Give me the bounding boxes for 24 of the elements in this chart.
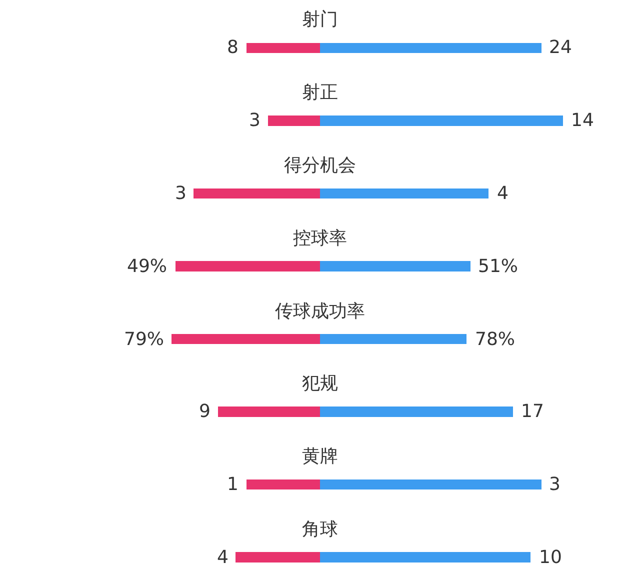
data-label: 8 bbox=[227, 37, 238, 58]
chart-title: 射门 bbox=[302, 9, 338, 30]
chart-title: 传球成功率 bbox=[275, 301, 365, 322]
data-label: 3 bbox=[249, 110, 260, 131]
chart-title: 得分机会 bbox=[284, 155, 356, 176]
data-label: 49% bbox=[127, 256, 168, 277]
data-label: 3 bbox=[549, 474, 560, 495]
data-label: 24 bbox=[549, 37, 572, 58]
data-label: 51% bbox=[478, 256, 518, 277]
chart-title: 黄牌 bbox=[302, 446, 338, 467]
chart-title: 角球 bbox=[302, 519, 338, 540]
chart-title: 犯规 bbox=[302, 373, 338, 394]
chart-title: 控球率 bbox=[293, 228, 347, 249]
data-label: 78% bbox=[475, 329, 516, 350]
data-label: 17 bbox=[521, 401, 544, 422]
data-label: 1 bbox=[227, 474, 238, 495]
chart-title: 射正 bbox=[302, 82, 338, 103]
data-label: 3 bbox=[175, 183, 186, 204]
data-label: 9 bbox=[199, 401, 210, 422]
data-label: 79% bbox=[124, 329, 164, 350]
data-label: 4 bbox=[217, 547, 228, 568]
data-label: 4 bbox=[497, 183, 508, 204]
data-label: 10 bbox=[539, 547, 562, 568]
data-label: 14 bbox=[571, 110, 594, 131]
